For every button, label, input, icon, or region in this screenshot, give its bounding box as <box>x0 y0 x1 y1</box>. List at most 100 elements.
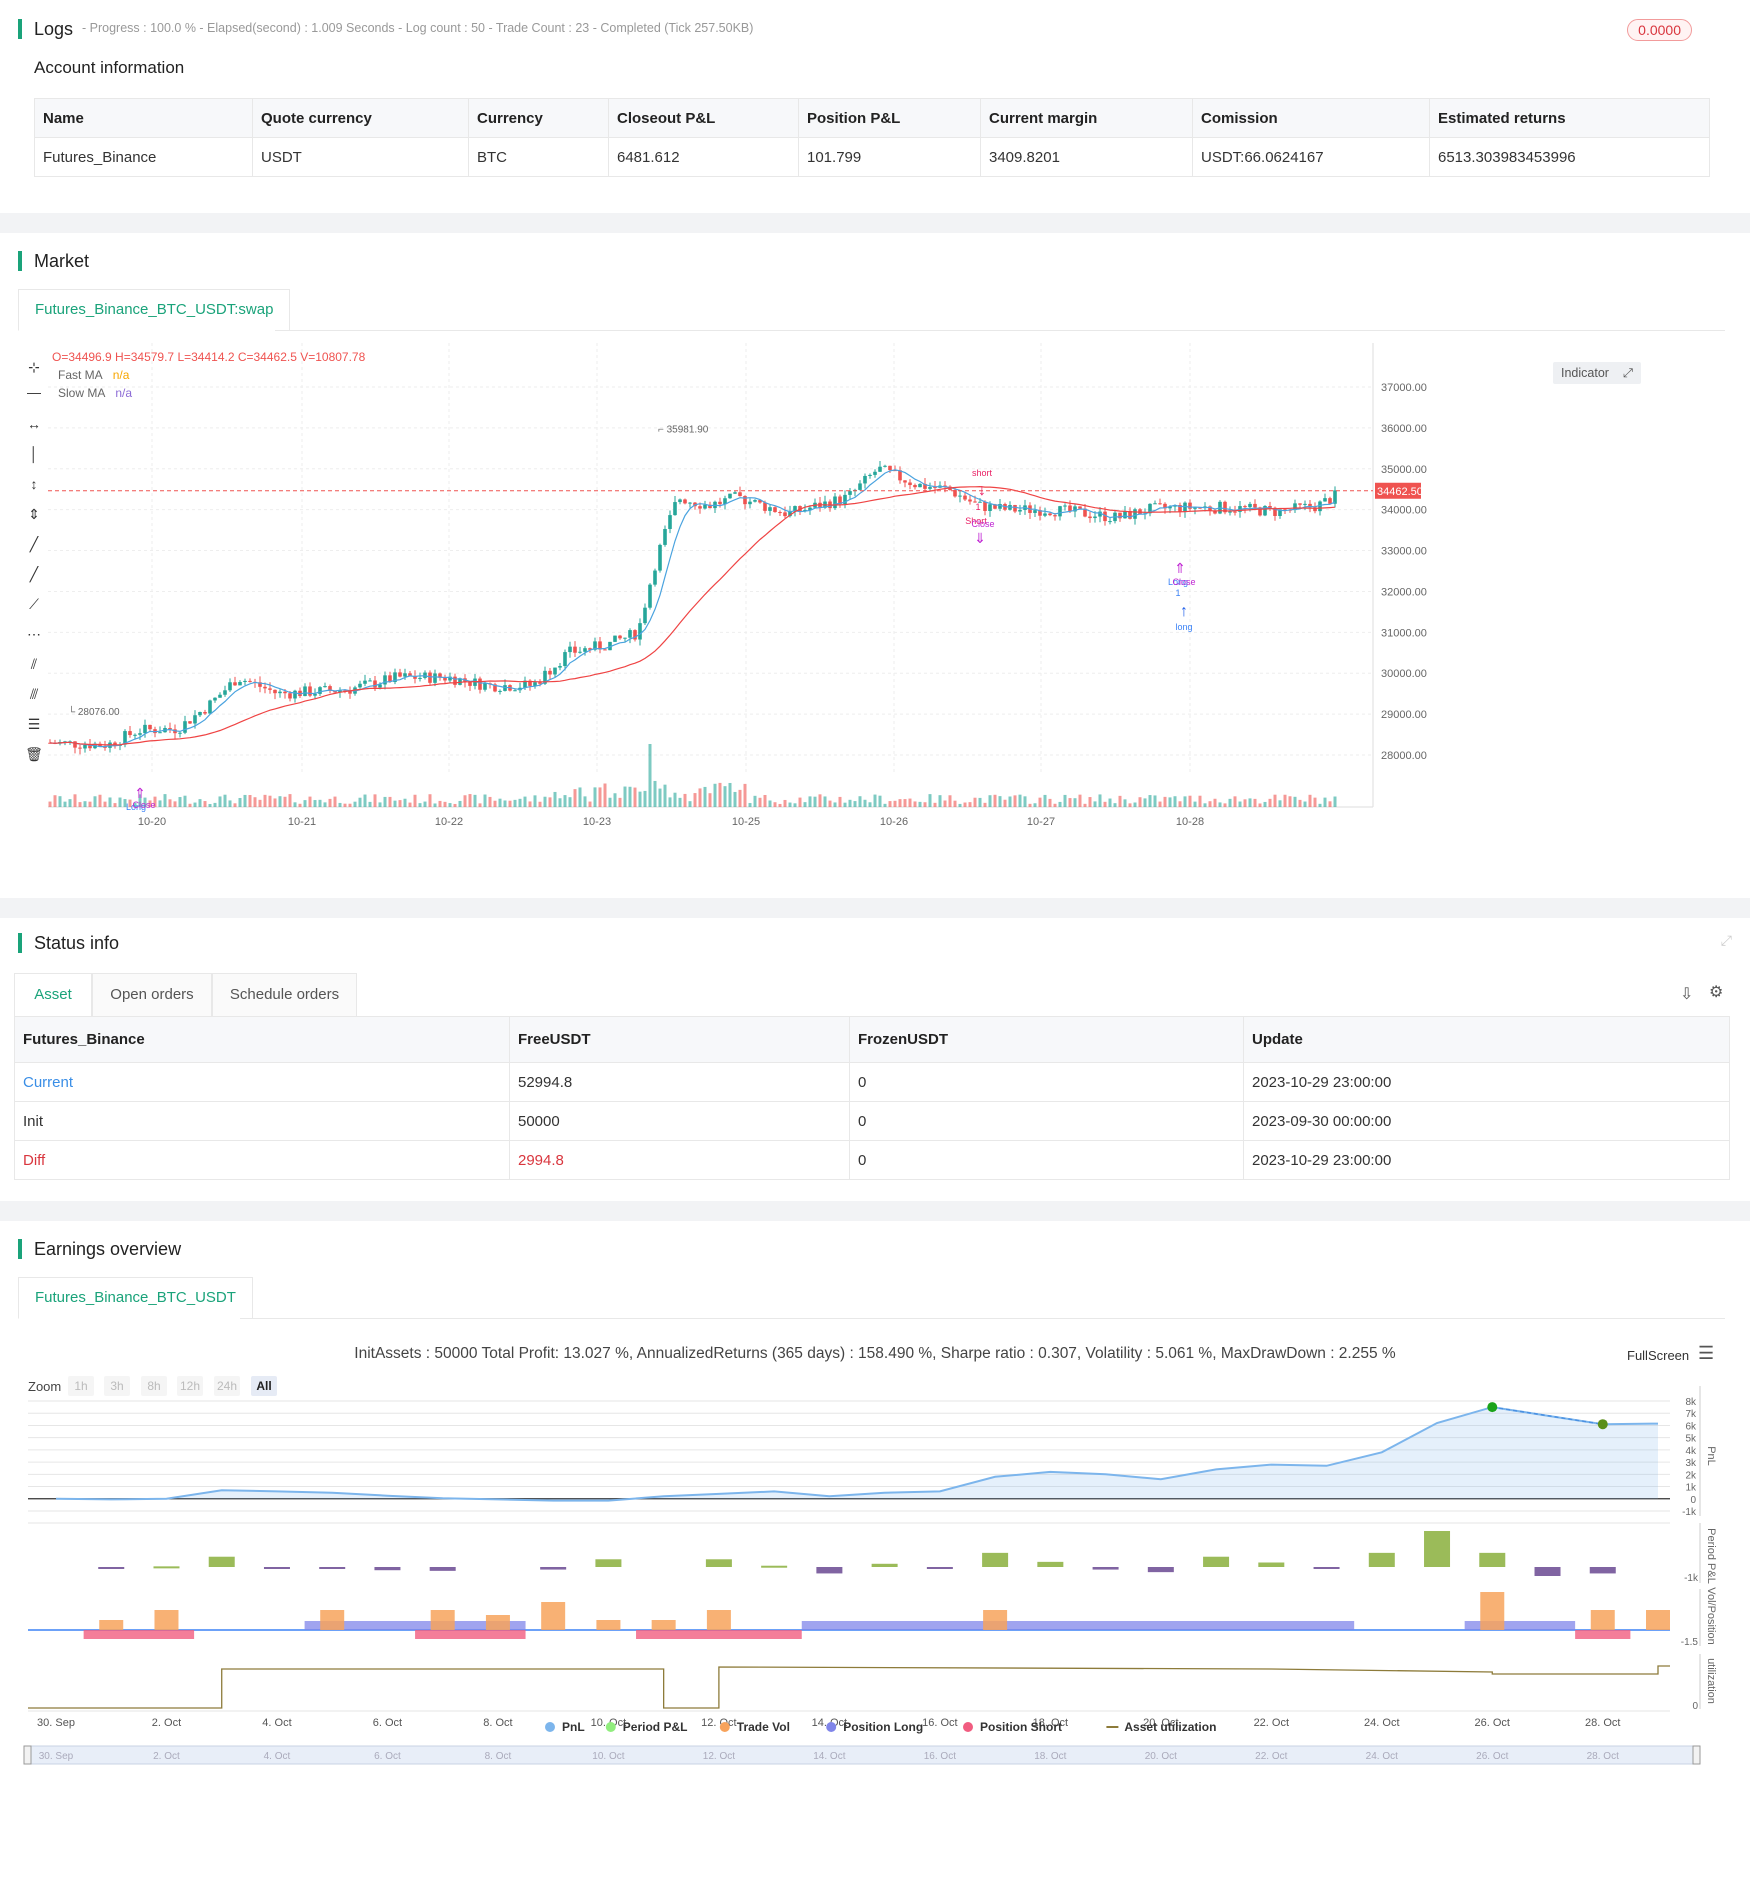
candle-body <box>1263 505 1267 516</box>
trash-icon[interactable]: 🗑 <box>25 746 43 762</box>
y-tick-label: 28000.00 <box>1381 750 1427 762</box>
price-range-icon[interactable]: ⇕ <box>28 506 40 522</box>
volume-bar <box>1038 797 1042 807</box>
candle-body <box>1168 506 1172 509</box>
period-tick-label: -1k <box>1684 1573 1699 1584</box>
volume-bar <box>1248 798 1252 807</box>
candle-body <box>278 691 282 694</box>
menu-icon[interactable]: ☰ <box>1698 1343 1715 1363</box>
candle-body <box>708 504 712 509</box>
candle-body <box>63 741 67 743</box>
parallel-channel-icon[interactable]: ⫽ <box>30 656 38 672</box>
candle-body <box>1198 507 1202 509</box>
volume-bar <box>1093 801 1097 807</box>
period-bar <box>1203 1556 1230 1567</box>
price-label-icon[interactable]: ⋯ <box>27 626 41 642</box>
extended-line-icon[interactable]: ⟋ <box>29 596 39 612</box>
short-arrow-icon: ↓ <box>978 482 986 499</box>
vertical-line-icon[interactable]: │ <box>29 446 39 462</box>
fullscreen-button[interactable]: FullScreen <box>1627 1348 1690 1363</box>
tab-schedule-orders[interactable]: Schedule orders <box>212 973 357 1017</box>
candle-body <box>768 507 772 511</box>
candle-body <box>738 492 742 497</box>
position-long-bar <box>801 1621 1355 1630</box>
volume-bar <box>798 797 802 807</box>
volume-bar <box>493 800 497 807</box>
fullscreen-icon[interactable]: ⤢ <box>1720 932 1732 948</box>
candle-body <box>1243 506 1247 508</box>
volume-bar <box>683 793 687 807</box>
crosshair-icon[interactable]: ⊹ <box>28 359 40 375</box>
trend-line-icon[interactable]: ╱ <box>29 536 39 552</box>
zoom-24h[interactable]: 24h <box>214 1376 240 1396</box>
volume-bar <box>273 798 277 807</box>
zoom-1h[interactable]: 1h <box>68 1376 94 1396</box>
candle-body <box>1043 513 1047 516</box>
volume-bar <box>1258 803 1262 807</box>
fib-retracement-icon[interactable]: ☰ <box>27 716 41 732</box>
volume-bar <box>723 786 727 807</box>
indicator-button[interactable]: Indicator ⤢ <box>1553 362 1641 384</box>
download-icon[interactable]: ⇩ <box>1680 986 1694 1003</box>
volume-bar <box>1293 796 1297 807</box>
tab-asset[interactable]: Asset <box>14 973 92 1017</box>
vertical-segment-icon[interactable]: ↕ <box>30 476 38 492</box>
tab-open-orders[interactable]: Open orders <box>92 973 212 1017</box>
volume-bar <box>623 786 627 807</box>
volume-bar <box>848 799 852 807</box>
market-title: Market <box>18 251 89 271</box>
candle-body <box>1208 506 1212 511</box>
horizontal-ray-icon[interactable]: ↔ <box>27 416 41 432</box>
account-table: Name Quote currency Currency Closeout P&L Po… <box>34 98 1710 177</box>
candle-body <box>188 721 192 724</box>
candle-body <box>1293 503 1297 511</box>
volume-bar <box>808 796 812 807</box>
volume-bar <box>988 795 992 807</box>
legend-item: Trade Vol <box>737 1720 790 1734</box>
candle-body <box>928 487 932 489</box>
volume-bar <box>123 799 127 807</box>
zoom-all[interactable]: All <box>251 1376 277 1396</box>
horizontal-line-icon[interactable]: — <box>27 384 41 400</box>
candle-body <box>568 646 572 653</box>
earnings-tab[interactable]: Futures_Binance_BTC_USDT <box>18 1277 253 1319</box>
candle-body <box>388 675 392 683</box>
candle-body <box>538 682 542 684</box>
volume-bar <box>423 801 427 807</box>
period-bar <box>153 1566 180 1569</box>
candle-body <box>638 623 642 640</box>
fib-channel-icon[interactable]: ⫻ <box>29 686 39 702</box>
volume-bar <box>908 798 912 807</box>
candle-body <box>1278 509 1282 516</box>
candle-body <box>858 483 862 490</box>
volume-bar <box>718 782 722 807</box>
candle-body <box>1323 498 1327 502</box>
gear-icon[interactable]: ⚙ <box>1709 984 1724 1001</box>
y-tick-label: 34000.00 <box>1381 505 1427 517</box>
candle-body <box>323 686 327 688</box>
y-tick-label: 36000.00 <box>1381 423 1427 435</box>
candlestick-chart[interactable]: 37000.00 36000.00 35000.00 34000.00 33000.00… <box>48 343 1728 888</box>
candle-body <box>273 689 277 694</box>
volume-bar <box>863 799 867 807</box>
volume-bar <box>728 782 732 807</box>
candle-body <box>453 676 457 685</box>
zoom-3h[interactable]: 3h <box>104 1376 130 1396</box>
candle-body <box>978 501 982 503</box>
volume-bar <box>1238 801 1242 807</box>
candle-body <box>543 670 547 684</box>
candle-body <box>603 649 607 651</box>
volume-bar <box>663 784 667 807</box>
volume-bar <box>543 796 547 807</box>
period-bar <box>761 1565 788 1568</box>
candle-body <box>608 641 612 651</box>
candle-body <box>288 693 292 699</box>
ray-line-icon[interactable]: ╱ <box>29 566 39 582</box>
market-tab[interactable]: Futures_Binance_BTC_USDT:swap <box>18 289 291 331</box>
volume-bar <box>698 788 702 807</box>
trade-vol-bar <box>1480 1592 1505 1630</box>
zoom-8h[interactable]: 8h <box>141 1376 167 1396</box>
zoom-12h[interactable]: 12h <box>177 1376 203 1396</box>
volume-bar <box>293 802 297 807</box>
